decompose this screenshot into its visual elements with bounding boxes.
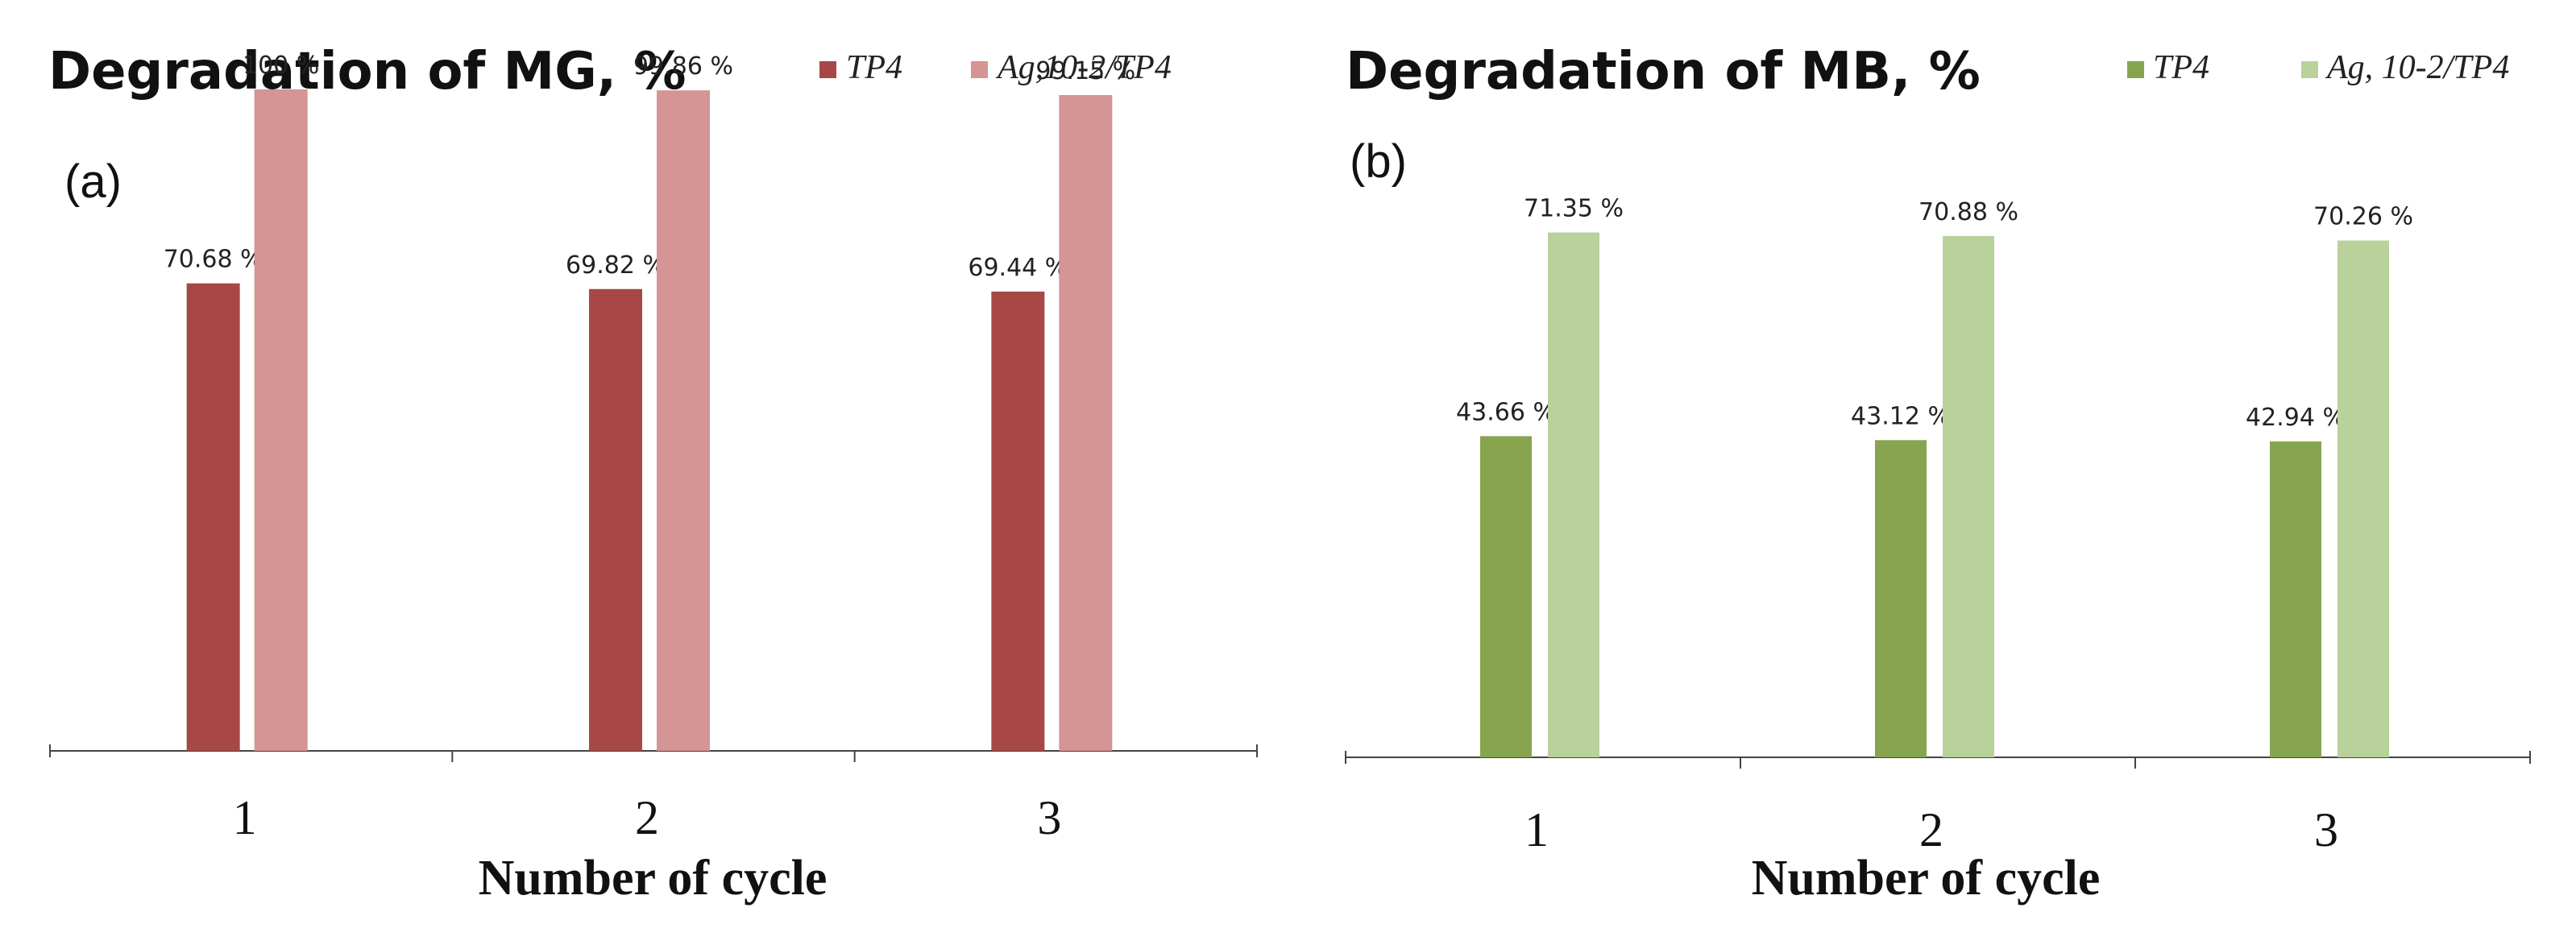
data-label-tp4-cycle-2: 43.12 % <box>1851 402 1951 430</box>
bar-ag-cycle-3 <box>1059 94 1113 751</box>
legend-label-tp4: TP4 <box>2153 49 2209 86</box>
data-label-tp4-cycle-1: 70.68 % <box>164 246 263 274</box>
bar-tp4-cycle-2 <box>589 288 642 751</box>
bar-ag-cycle-1 <box>254 89 308 751</box>
data-label-tp4-cycle-2: 69.82 % <box>566 251 666 280</box>
bar-tp4-cycle-2 <box>1875 440 1927 757</box>
data-label-tp4-cycle-3: 42.94 % <box>2246 404 2346 432</box>
bar-marks: 70.68 % 100 % 1 69.82 % 99.86 % 2 69.44 % 99.15… <box>49 52 1258 844</box>
x-tick-label-2: 2 <box>1919 803 1943 856</box>
x-tick-label-1: 1 <box>1524 803 1549 856</box>
chart-panel-mg: Degradation of MG, % TP4 Ag,10-2/TP4 (a)… <box>48 42 1258 906</box>
x-tick-label-2: 2 <box>635 791 659 844</box>
chart-title: Degradation of MG, % <box>48 42 686 102</box>
x-axis-label: Number of cycle <box>479 851 828 906</box>
data-label-ag-cycle-2: 70.88 % <box>1919 198 2018 226</box>
data-label-ag-cycle-1: 100 % <box>243 52 319 80</box>
x-tick-label-3: 3 <box>2314 803 2338 856</box>
data-label-ag-cycle-1: 71.35 % <box>1524 195 1624 223</box>
bar-ag-cycle-3 <box>2337 240 2389 757</box>
legend-swatch-ag <box>971 61 988 78</box>
bar-tp4-cycle-1 <box>186 283 240 752</box>
data-label-tp4-cycle-3: 69.44 % <box>968 254 1068 282</box>
panel-label: (a) <box>64 155 122 208</box>
data-label-ag-cycle-3: 99.15 % <box>1035 57 1135 85</box>
data-label-tp4-cycle-1: 43.66 % <box>1456 398 1556 426</box>
bar-tp4-cycle-1 <box>1480 436 1532 757</box>
legend-label-ag: Ag, 10-2/TP4 <box>2325 49 2509 86</box>
x-tick-label-1: 1 <box>233 791 257 844</box>
legend-swatch-ag <box>2301 61 2318 78</box>
data-label-ag-cycle-2: 99.86 % <box>633 52 733 81</box>
chart-title: Degradation of MB, % <box>1346 42 1981 102</box>
legend-swatch-tp4 <box>819 61 836 78</box>
bar-tp4-cycle-3 <box>991 291 1045 752</box>
bar-marks: 43.66 % 71.35 % 1 43.12 % 70.88 % 2 42.94 % 70.… <box>1345 195 2531 856</box>
bar-ag-cycle-1 <box>1548 232 1599 758</box>
chart-panel-mb: Degradation of MB, % TP4 Ag, 10-2/TP4 (b… <box>1345 42 2531 906</box>
legend-label-ag: Ag,10-2/TP4 <box>995 49 1172 86</box>
bar-tp4-cycle-3 <box>2270 441 2321 757</box>
panel-label: (b) <box>1350 135 1407 188</box>
legend-swatch-tp4 <box>2127 61 2144 78</box>
x-tick-label-3: 3 <box>1037 791 1061 844</box>
bar-ag-cycle-2 <box>657 90 710 751</box>
x-axis-label: Number of cycle <box>1752 851 2101 906</box>
legend-label-tp4: TP4 <box>846 49 902 86</box>
bar-ag-cycle-2 <box>1943 235 1994 757</box>
data-label-ag-cycle-3: 70.26 % <box>2313 203 2413 231</box>
